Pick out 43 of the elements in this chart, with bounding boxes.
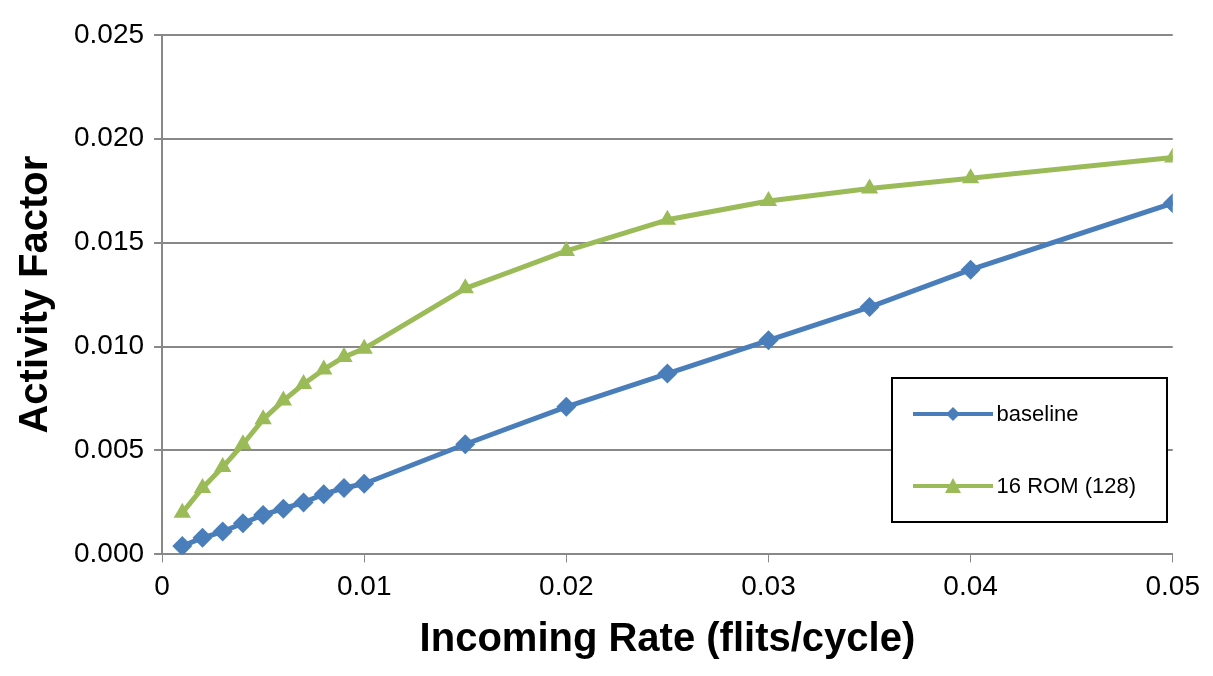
- y-axis-title: Activity Factor: [11, 155, 56, 434]
- x-axis-title: Incoming Rate (flits/cycle): [419, 615, 916, 660]
- point: [333, 477, 354, 498]
- x-tick-label: 0: [154, 569, 170, 601]
- point: [212, 521, 233, 542]
- point: [214, 457, 232, 473]
- point: [253, 504, 274, 525]
- x-tick-label: 0.01: [336, 569, 392, 601]
- y-tick-label: 0.010: [73, 329, 145, 361]
- y-tick-label: 0.000: [73, 537, 145, 569]
- x-tick-label: 0.03: [741, 569, 796, 601]
- point: [961, 168, 980, 184]
- x-tick-label: 0.05: [1145, 569, 1200, 601]
- point: [556, 396, 577, 417]
- y-tick-label: 0.020: [73, 121, 145, 153]
- y-tick-label: 0.015: [73, 225, 145, 257]
- y-tick-label: 0.005: [73, 433, 145, 465]
- point: [758, 330, 779, 351]
- point: [658, 209, 677, 225]
- point: [273, 498, 294, 519]
- point: [354, 473, 375, 494]
- point: [759, 191, 778, 207]
- point: [313, 484, 334, 505]
- point: [254, 409, 272, 425]
- point: [315, 359, 333, 375]
- point: [860, 178, 879, 194]
- point: [456, 278, 474, 294]
- point: [455, 434, 476, 455]
- legend-label: baseline: [996, 401, 1079, 427]
- x-tick-label: 0.02: [539, 569, 594, 601]
- point: [293, 492, 314, 513]
- point: [234, 434, 252, 450]
- point: [274, 390, 293, 406]
- point: [294, 373, 313, 389]
- x-tick-label: 0.04: [943, 569, 998, 601]
- point: [657, 363, 678, 384]
- point: [232, 513, 253, 534]
- point: [960, 259, 981, 280]
- legend-label: 16 ROM (128): [996, 473, 1136, 499]
- point: [192, 527, 213, 548]
- y-tick-label: 0.025: [73, 17, 145, 49]
- point: [172, 536, 193, 555]
- point: [335, 346, 353, 362]
